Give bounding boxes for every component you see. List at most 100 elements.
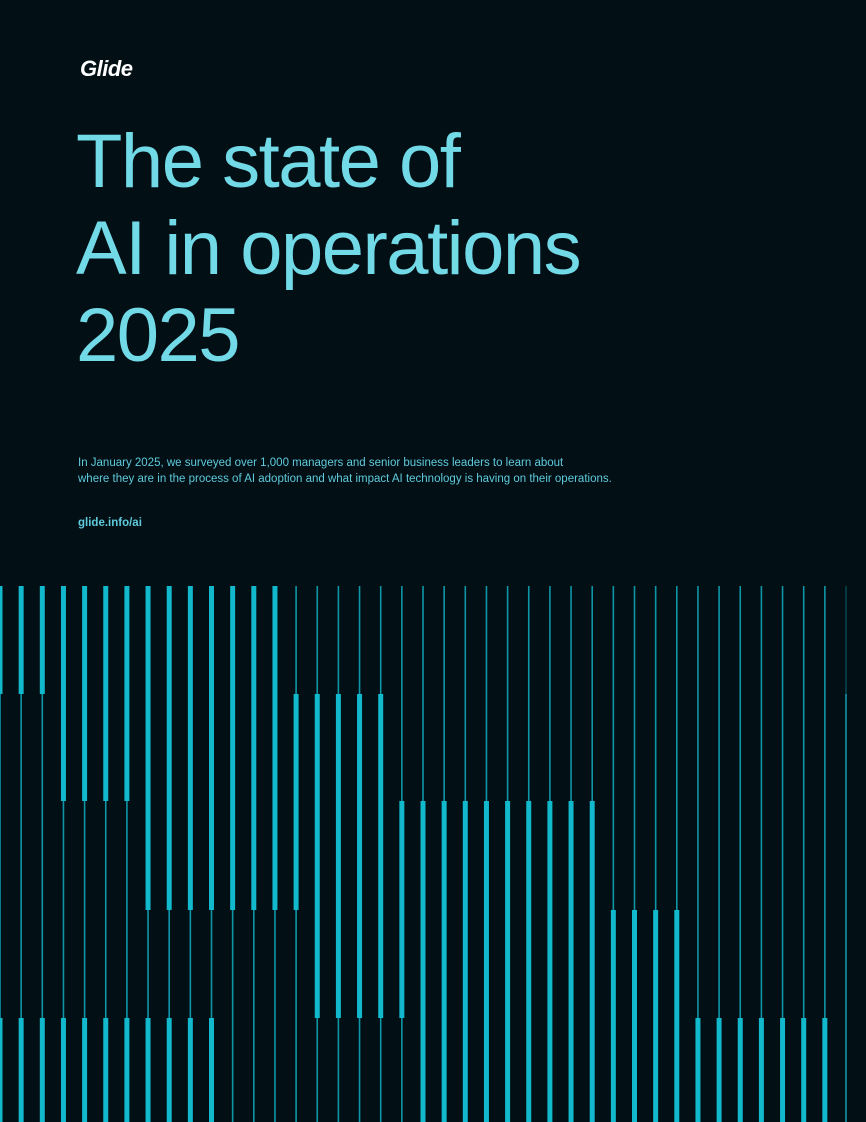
pattern-line-segment	[464, 694, 467, 801]
pattern-line-segment	[653, 1018, 659, 1122]
pattern-line-segment	[104, 801, 107, 910]
pattern-line-segment	[527, 694, 530, 801]
pattern-line-segment	[314, 910, 320, 1018]
pattern-line-segment	[103, 694, 109, 801]
pattern-line-segment	[824, 801, 826, 910]
pattern-line-segment	[718, 910, 720, 1018]
pattern-line-segment	[103, 1018, 109, 1122]
pattern-line-segment	[295, 586, 297, 694]
pattern-line-segment	[824, 694, 826, 801]
pattern-line-segment	[462, 1018, 468, 1122]
pattern-line-segment	[166, 1018, 172, 1122]
pattern-line-segment	[483, 910, 489, 1018]
pattern-line-segment	[589, 801, 595, 910]
pattern-line-segment	[357, 694, 363, 801]
pattern-line-segment	[760, 694, 763, 801]
pattern-line-segment	[633, 801, 636, 910]
pattern-line-segment	[420, 910, 426, 1018]
pattern-line-segment	[60, 694, 66, 801]
pattern-line-segment	[41, 694, 44, 801]
pattern-line-segment	[0, 910, 1, 1018]
pattern-line-segment	[103, 586, 109, 694]
pattern-line-segment	[358, 586, 361, 694]
pattern-line-segment	[272, 801, 278, 910]
pattern-line-segment	[166, 694, 172, 801]
pattern-line-segment	[41, 910, 44, 1018]
pattern-line-segment	[781, 694, 784, 801]
pattern-line-segment	[0, 1018, 3, 1122]
pattern-line-segment	[443, 586, 445, 694]
pattern-line-segment	[695, 1018, 701, 1122]
pattern-line-segment	[676, 586, 678, 694]
pattern-line-segment	[822, 1018, 828, 1122]
pattern-line-segment	[568, 1018, 574, 1122]
pattern-line-segment	[697, 694, 699, 801]
pattern-line-segment	[654, 801, 657, 910]
pattern-line-segment	[189, 910, 192, 1018]
page-title: The state of AI in operations 2025	[76, 118, 582, 379]
pattern-line-segment	[145, 801, 151, 910]
pattern-line-segment	[845, 1018, 847, 1122]
pattern-line-segment	[379, 586, 382, 694]
pattern-line-segment	[126, 910, 128, 1018]
pattern-line-segment	[126, 801, 128, 910]
report-link[interactable]: glide.info/ai	[78, 517, 142, 529]
pattern-line-segment	[272, 586, 278, 694]
pattern-line-segment	[633, 586, 636, 694]
pattern-line-segment	[401, 694, 403, 801]
pattern-line-segment	[335, 910, 341, 1018]
pattern-line-segment	[124, 694, 130, 801]
pattern-line-segment	[379, 1018, 382, 1122]
pattern-line-segment	[253, 910, 255, 1018]
pattern-line-segment	[610, 910, 616, 1018]
pattern-line-segment	[147, 910, 149, 1018]
pattern-line-segment	[441, 910, 447, 1018]
pattern-line-segment	[420, 1018, 426, 1122]
pattern-line-segment	[739, 801, 742, 910]
pattern-line-segment	[760, 586, 763, 694]
pattern-line-segment	[780, 1018, 786, 1122]
pattern-line-segment	[760, 801, 763, 910]
pattern-line-segment	[568, 801, 574, 910]
pattern-line-segment	[547, 1018, 553, 1122]
pattern-line-segment	[760, 910, 763, 1018]
pattern-line-segment	[676, 801, 678, 910]
pattern-line-segment	[483, 801, 489, 910]
pattern-line-segment	[547, 801, 553, 910]
pattern-line-segment	[41, 801, 44, 910]
pattern-line-segment	[274, 1018, 276, 1122]
pattern-line-segment	[612, 586, 615, 694]
pattern-line-segment	[401, 1018, 403, 1122]
pattern-line-segment	[0, 694, 1, 801]
pattern-line-segment	[253, 1018, 255, 1122]
pattern-line-segment	[20, 910, 22, 1018]
pattern-line-segment	[802, 801, 805, 910]
pattern-line-segment	[82, 694, 88, 801]
pattern-line-segment	[378, 694, 384, 801]
pattern-line-segment	[274, 910, 276, 1018]
pattern-line-segment	[20, 694, 22, 801]
title-line-3: 2025	[76, 293, 241, 378]
pattern-line-segment	[210, 910, 213, 1018]
pattern-line-segment	[633, 694, 636, 801]
pattern-line-segment	[60, 1018, 66, 1122]
pattern-line-segment	[18, 586, 24, 694]
pattern-line-segment	[589, 910, 595, 1018]
pattern-line-segment	[231, 1018, 234, 1122]
pattern-line-segment	[697, 586, 699, 694]
pattern-line-segment	[82, 1018, 88, 1122]
pattern-line-segment	[401, 586, 403, 694]
title-line-2: AI in operations	[76, 206, 582, 291]
pattern-line-segment	[674, 910, 680, 1018]
intro-line-1: In January 2025, we surveyed over 1,000 …	[78, 457, 564, 469]
pattern-line-segment	[718, 694, 720, 801]
pattern-line-segment	[697, 801, 699, 910]
pattern-line-segment	[443, 694, 445, 801]
pattern-line-segment	[187, 586, 193, 694]
pattern-line-segment	[591, 586, 593, 694]
pattern-line-segment	[610, 1018, 616, 1122]
pattern-line-segment	[506, 694, 509, 801]
pattern-line-segment	[230, 694, 236, 801]
pattern-line-segment	[230, 801, 236, 910]
pattern-line-segment	[209, 801, 214, 910]
